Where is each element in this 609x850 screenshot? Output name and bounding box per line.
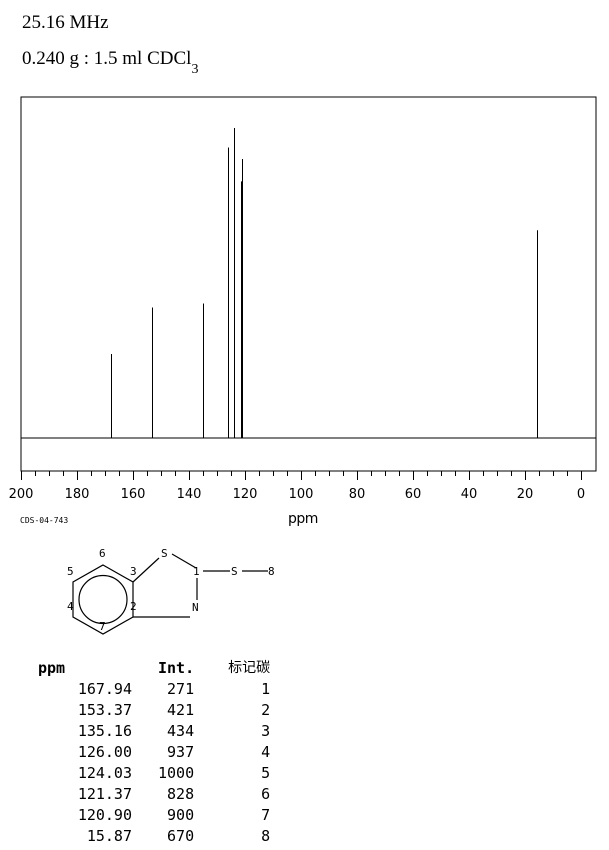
x-tick-label: 160 (121, 487, 146, 502)
peak-table: ppm Int. 标记碳 167.94 271 1 153.37 421 2 135.16 4… (36, 658, 270, 847)
cell-int: 828 (167, 785, 195, 803)
bond-3-s (132, 557, 160, 583)
cell-label: 6 (261, 785, 271, 803)
spectrometer-frequency: 25.16 MHz (22, 12, 109, 33)
carbon-6-label: 6 (99, 547, 106, 560)
cell-ppm: 120.90 (77, 806, 132, 824)
table-header-row: ppm Int. 标记碳 (36, 658, 270, 679)
cell-int: 434 (167, 722, 195, 740)
cell-int: 421 (167, 701, 195, 719)
x-tick-label: 0 (577, 487, 585, 502)
x-tick-label: 60 (405, 487, 422, 502)
table-row: 126.00 937 4 (36, 742, 270, 763)
cell-label: 5 (261, 764, 271, 782)
x-tick-label: 40 (461, 487, 478, 502)
sample-text: 0.240 g : 1.5 ml CDCl (22, 48, 192, 69)
carbon-5-label: 5 (67, 565, 74, 578)
table-body: 167.94 271 1 153.37 421 2 135.16 434 3 126.00 937 4… (36, 679, 270, 847)
cell-int: 1000 (158, 764, 195, 782)
molecule-structure: S N S 1 2 3 4 5 6 7 8 (67, 547, 275, 635)
aromatic-circle (78, 574, 128, 625)
x-tick-label: 20 (517, 487, 534, 502)
sample-concentration: 0.240 g : 1.5 ml CDCl3 (22, 48, 199, 77)
header-label: 标记碳 (228, 660, 271, 676)
x-tick-label: 100 (289, 487, 314, 502)
atom-s-ring: S (161, 547, 168, 560)
cell-ppm: 135.16 (77, 722, 132, 740)
carbon-7-label: 7 (99, 620, 106, 633)
x-tick-label: 180 (65, 487, 90, 502)
x-tick-label: 80 (349, 487, 366, 502)
plot-frame (20, 96, 597, 472)
cell-label: 7 (261, 806, 271, 824)
header-ppm: ppm (38, 659, 66, 677)
atom-s-substituent: S (231, 565, 238, 578)
cell-int: 271 (167, 680, 195, 698)
header-int: Int. (158, 659, 195, 677)
carbon-2-label: 2 (130, 600, 137, 613)
nmr-spectrum-chart: 200 180 160 140 120 100 80 60 40 20 0 (9, 96, 597, 502)
carbon-4-label: 4 (67, 600, 74, 613)
cell-int: 900 (167, 806, 195, 824)
table-row: 153.37 421 2 (36, 700, 270, 721)
table-row: 15.87 670 8 (36, 826, 270, 847)
cell-int: 937 (167, 743, 195, 761)
bond-s-1 (171, 553, 197, 569)
carbon-1-label: 1 (193, 565, 200, 578)
cell-ppm: 121.37 (77, 785, 132, 803)
cell-label: 1 (261, 680, 271, 698)
table-row: 121.37 828 6 (36, 784, 270, 805)
spectrum-code: CDS-04-743 (20, 516, 69, 525)
table-row: 120.90 900 7 (36, 805, 270, 826)
carbon-3-label: 3 (130, 565, 137, 578)
x-tick-label: 120 (233, 487, 258, 502)
cell-label: 3 (261, 722, 271, 740)
cell-label: 4 (261, 743, 271, 761)
cell-ppm: 15.87 (86, 827, 132, 845)
x-tick-label: 140 (177, 487, 202, 502)
sample-subscript: 3 (191, 61, 199, 77)
x-tick-label: 200 (9, 487, 34, 502)
table-row: 124.03 1000 5 (36, 763, 270, 784)
x-axis-label: ppm (288, 511, 318, 527)
table-row: 135.16 434 3 (36, 721, 270, 742)
carbon-8-label: 8 (268, 565, 275, 578)
cell-int: 670 (167, 827, 195, 845)
cell-label: 8 (261, 827, 271, 845)
cell-ppm: 167.94 (77, 680, 132, 698)
atom-n: N (192, 601, 199, 614)
cell-ppm: 124.03 (77, 764, 132, 782)
table-row: 167.94 271 1 (36, 679, 270, 700)
cell-ppm: 153.37 (77, 701, 132, 719)
cell-label: 2 (261, 701, 271, 719)
cell-ppm: 126.00 (77, 743, 132, 761)
